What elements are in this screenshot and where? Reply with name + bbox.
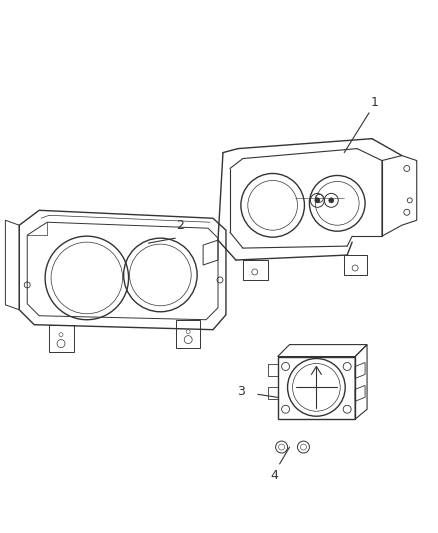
Text: 3: 3 bbox=[237, 385, 245, 398]
Text: 4: 4 bbox=[271, 469, 279, 482]
Circle shape bbox=[315, 198, 320, 203]
Circle shape bbox=[329, 198, 334, 203]
Text: 1: 1 bbox=[371, 96, 379, 109]
Text: 2: 2 bbox=[176, 219, 184, 232]
